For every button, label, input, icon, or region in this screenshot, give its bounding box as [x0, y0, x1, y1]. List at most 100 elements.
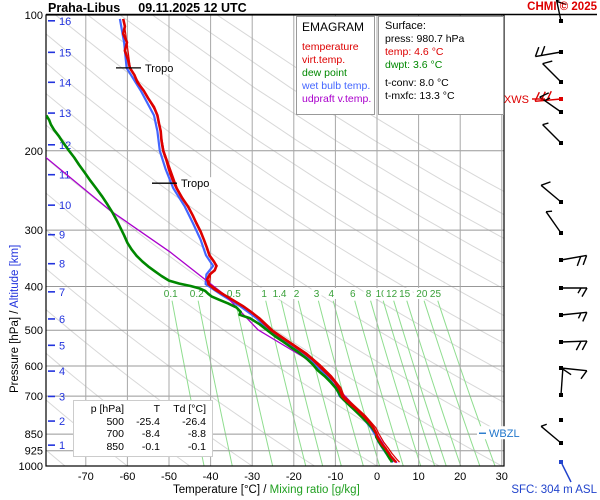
- svg-text:500: 500: [25, 325, 43, 337]
- svg-text:10: 10: [59, 200, 71, 212]
- svg-text:925: 925: [25, 446, 43, 458]
- wind-barb: [559, 311, 588, 322]
- table-cell: -26.4: [182, 415, 206, 428]
- svg-text:15: 15: [59, 47, 71, 59]
- wind-barb-column: [534, 0, 588, 445]
- svg-text:1: 1: [59, 440, 65, 452]
- svg-text:Tropo: Tropo: [181, 178, 209, 190]
- svg-text:5: 5: [59, 340, 65, 352]
- levels-table-header-cell: p [hPa]: [90, 403, 124, 415]
- x-axis-label-mixing-ratio: Mixing ratio [g/kg]: [269, 484, 360, 496]
- surface-value-line: t-conv: 8.0 °C: [385, 77, 449, 89]
- svg-text:14: 14: [59, 77, 71, 89]
- table-cell: -25.4: [136, 415, 160, 428]
- legend-entry: wet bulb temp.: [302, 80, 371, 92]
- svg-text:1.4: 1.4: [273, 289, 287, 300]
- wind-barb: [559, 418, 563, 422]
- y-axis-label: Pressure [hPa] / Altitude [km]: [9, 244, 21, 393]
- table-row: 500 -25.4 -26.4: [80, 416, 206, 429]
- svg-text:3: 3: [59, 391, 65, 403]
- legend-entries: temperature virt.temp. dew point wet bulb t…: [302, 41, 374, 106]
- y-axis-label-pressure: Pressure [hPa]: [9, 316, 21, 393]
- svg-text:8: 8: [59, 259, 65, 271]
- svg-text:3: 3: [314, 289, 320, 300]
- svg-text:2: 2: [294, 289, 300, 300]
- surface-value-line: press: 980.7 hPa: [385, 33, 465, 45]
- svg-text:25: 25: [430, 289, 442, 300]
- svg-text:2: 2: [59, 416, 65, 428]
- wind-barb: [555, 0, 567, 23]
- wind-barb: [559, 254, 588, 267]
- svg-text:600: 600: [25, 361, 43, 373]
- svg-text:-40: -40: [203, 471, 219, 483]
- svg-text:0: 0: [374, 471, 380, 483]
- table-cell: -8.4: [141, 428, 160, 440]
- surface-value-line: dwpt: 3.6 °C: [385, 59, 443, 71]
- svg-text:4: 4: [329, 289, 335, 300]
- table-row: 850 -0.1 -0.1: [80, 441, 206, 454]
- legend-entry: virt.temp.: [302, 54, 346, 66]
- svg-text:12: 12: [386, 289, 398, 300]
- table-cell: 500: [106, 415, 124, 428]
- mixing-ratio-lines: [171, 300, 496, 466]
- wind-barb: [534, 45, 563, 58]
- wind-barb: [542, 122, 563, 145]
- svg-text:6: 6: [59, 314, 65, 326]
- copyright-label: CHMI © 2025: [527, 1, 597, 13]
- svg-text:10: 10: [376, 289, 388, 300]
- svg-text:300: 300: [25, 225, 43, 237]
- page-title: Praha-Libus 09.11.2025 12 UTC: [48, 1, 247, 15]
- y-axis-label-altitude: Altitude [km]: [9, 244, 21, 308]
- svg-text:15: 15: [399, 289, 411, 300]
- table-cell: -0.1: [187, 440, 206, 453]
- dew-point-curve: [46, 114, 394, 463]
- svg-text:700: 700: [25, 391, 43, 403]
- table-row: 700 -8.4 -8.8: [80, 428, 206, 441]
- svg-text:400: 400: [25, 282, 43, 294]
- svg-text:-70: -70: [78, 471, 94, 483]
- wind-barb: [559, 286, 588, 298]
- levels-table-rows: 500 -25.4 -26.4 700 -8.4 -8.8 850 -0.1 -0.1: [80, 416, 206, 454]
- svg-text:13: 13: [59, 108, 71, 120]
- svg-text:0.5: 0.5: [227, 289, 241, 300]
- max-wind-barb: [534, 90, 563, 102]
- svg-text:850: 850: [25, 429, 43, 441]
- tropopause-marker: Tropo: [152, 177, 215, 190]
- svg-text:8: 8: [366, 289, 372, 300]
- wind-barb: [539, 92, 563, 114]
- svg-text:-10: -10: [327, 471, 343, 483]
- wind-barb: [559, 368, 572, 397]
- surface-value-line: t-mxfc: 13.3 °C: [385, 90, 455, 102]
- pressure-tick-labels: 100 200 300 400 500 600 700 850 925 1000: [19, 10, 43, 473]
- table-cell: 700: [106, 428, 124, 440]
- svg-text:10: 10: [412, 471, 424, 483]
- levels-table-header-cell: Td [°C]: [173, 403, 206, 415]
- svg-text:1000: 1000: [19, 461, 43, 473]
- levels-table-header-cell: T: [153, 403, 160, 415]
- legend-entry: dew point: [302, 67, 347, 79]
- x-axis-label: Temperature [°C] / Mixing ratio [g/kg]: [173, 484, 360, 496]
- svg-text:4: 4: [59, 366, 65, 378]
- svg-text:6: 6: [350, 289, 356, 300]
- svg-text:16: 16: [59, 16, 71, 28]
- svg-text:Tropo: Tropo: [145, 63, 173, 75]
- svg-text:1: 1: [261, 289, 267, 300]
- table-cell: -8.8: [187, 428, 206, 440]
- svg-text:0.1: 0.1: [164, 289, 178, 300]
- wbzl-label: WBZL: [489, 428, 520, 440]
- svg-text:11: 11: [59, 170, 70, 182]
- svg-text:0.2: 0.2: [190, 289, 204, 300]
- wind-barb: [559, 366, 588, 380]
- svg-text:20: 20: [454, 471, 466, 483]
- temperature-curve: [121, 18, 398, 464]
- svg-text:100: 100: [25, 10, 43, 22]
- svg-text:200: 200: [25, 146, 43, 158]
- svg-text:-20: -20: [286, 471, 302, 483]
- svg-text:7: 7: [59, 287, 65, 299]
- surface-values: press: 980.7 hPa temp: 4.6 °C dwpt: 3.6 °C…: [385, 33, 503, 103]
- table-cell: -0.1: [141, 440, 160, 453]
- legend-entry: temperature: [302, 41, 359, 53]
- station-name: Praha-Libus: [48, 1, 121, 15]
